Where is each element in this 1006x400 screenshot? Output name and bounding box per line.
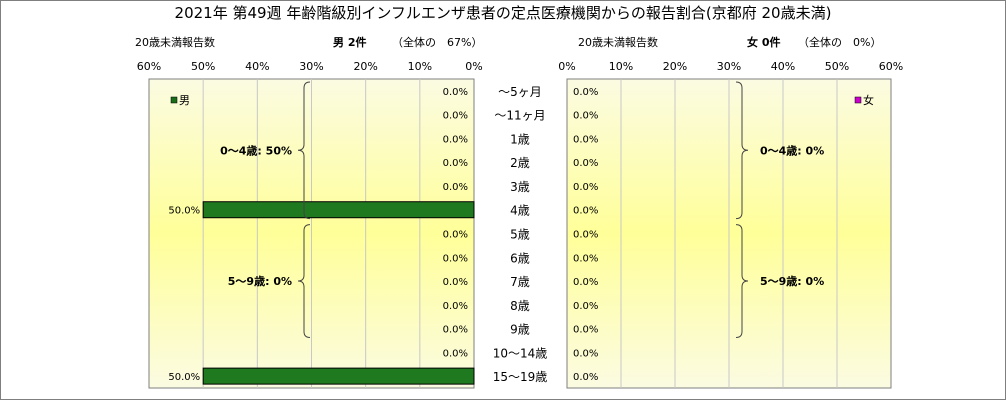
male-value-label: 0.0% xyxy=(443,253,468,264)
male-bar xyxy=(202,201,475,219)
female-value-label: 0.0% xyxy=(573,87,598,98)
male-age-group-label: 5～9歳: 0% xyxy=(228,274,292,288)
male-tick-label: 20% xyxy=(353,60,377,73)
age-category-label: ～11ヶ月 xyxy=(494,109,545,123)
female-tick-label: 0% xyxy=(558,60,575,73)
male-value-label: 0.0% xyxy=(443,348,468,359)
female-tick-label: 10% xyxy=(609,60,633,73)
female-age-group-brace xyxy=(735,224,749,338)
age-category-label: 1歳 xyxy=(510,132,530,146)
female-legend-label: 女 xyxy=(863,93,874,107)
female-value-label: 0.0% xyxy=(573,348,598,359)
male-value-label: 0.0% xyxy=(443,277,468,288)
male-tick-label: 10% xyxy=(408,60,432,73)
male-bar xyxy=(202,367,475,385)
male-value-label: 0.0% xyxy=(443,111,468,122)
female-age-group-label: 0～4歳: 0% xyxy=(760,143,824,157)
female-value-label: 0.0% xyxy=(573,206,598,217)
female-tick-label: 20% xyxy=(663,60,687,73)
age-category-label: ～5ヶ月 xyxy=(498,85,542,99)
male-tick-label: 50% xyxy=(191,60,215,73)
female-tick-label: 50% xyxy=(825,60,849,73)
male-value-label: 50.0% xyxy=(168,206,200,217)
female-value-label: 0.0% xyxy=(573,182,598,193)
female-tick-label: 30% xyxy=(717,60,741,73)
male-value-label: 0.0% xyxy=(443,325,468,336)
age-category-label: 8歳 xyxy=(510,299,530,313)
male-tick-label: 60% xyxy=(137,60,161,73)
male-age-group-brace xyxy=(297,81,311,220)
female-value-label: 0.0% xyxy=(573,134,598,145)
age-category-label: 7歳 xyxy=(510,275,530,289)
male-value-label: 0.0% xyxy=(443,182,468,193)
female-legend-swatch xyxy=(854,96,862,104)
female-value-label: 0.0% xyxy=(573,158,598,169)
age-category-label: 2歳 xyxy=(510,156,530,170)
female-value-label: 0.0% xyxy=(573,277,598,288)
female-value-label: 0.0% xyxy=(573,325,598,336)
male-legend-swatch xyxy=(170,96,178,104)
male-value-label: 0.0% xyxy=(443,230,468,241)
female-value-label: 0.0% xyxy=(573,230,598,241)
female-tick-label: 60% xyxy=(879,60,903,73)
female-tick-label: 40% xyxy=(771,60,795,73)
female-total-header: 女 0件 xyxy=(747,36,781,49)
age-category-label: 4歳 xyxy=(510,204,530,218)
age-category-label: 15～19歳 xyxy=(493,370,548,384)
male-value-label: 0.0% xyxy=(443,158,468,169)
male-tick-label: 40% xyxy=(245,60,269,73)
male-count-header: 20歳未満報告数 xyxy=(135,36,215,49)
male-value-label: 0.0% xyxy=(443,301,468,312)
female-value-label: 0.0% xyxy=(573,301,598,312)
male-tick-label: 0% xyxy=(465,60,482,73)
male-value-label: 0.0% xyxy=(443,87,468,98)
female-share-header: （全体の 0%） xyxy=(798,36,882,49)
age-category-label: 3歳 xyxy=(510,180,530,194)
female-count-header: 20歳未満報告数 xyxy=(578,36,658,49)
age-category-label: 6歳 xyxy=(510,251,530,265)
female-value-label: 0.0% xyxy=(573,253,598,264)
male-total-header: 男 2件 xyxy=(333,36,367,49)
age-category-label: 10～14歳 xyxy=(493,346,548,360)
chart-title: 2021年 第49週 年齢階級別インフルエンザ患者の定点医療機関からの報告割合(… xyxy=(174,4,832,22)
male-value-label: 0.0% xyxy=(443,134,468,145)
female-age-group-label: 5～9歳: 0% xyxy=(760,274,824,288)
female-value-label: 0.0% xyxy=(573,372,598,383)
male-share-header: （全体の 67%） xyxy=(392,36,483,49)
female-value-label: 0.0% xyxy=(573,111,598,122)
male-age-group-label: 0～4歳: 50% xyxy=(220,143,292,157)
age-category-label: 5歳 xyxy=(510,228,530,242)
female-age-group-brace xyxy=(735,81,749,220)
age-category-label: 9歳 xyxy=(510,323,530,337)
male-tick-label: 30% xyxy=(299,60,323,73)
male-value-label: 50.0% xyxy=(168,372,200,383)
male-legend-label: 男 xyxy=(179,94,190,107)
male-age-group-brace xyxy=(297,224,311,338)
